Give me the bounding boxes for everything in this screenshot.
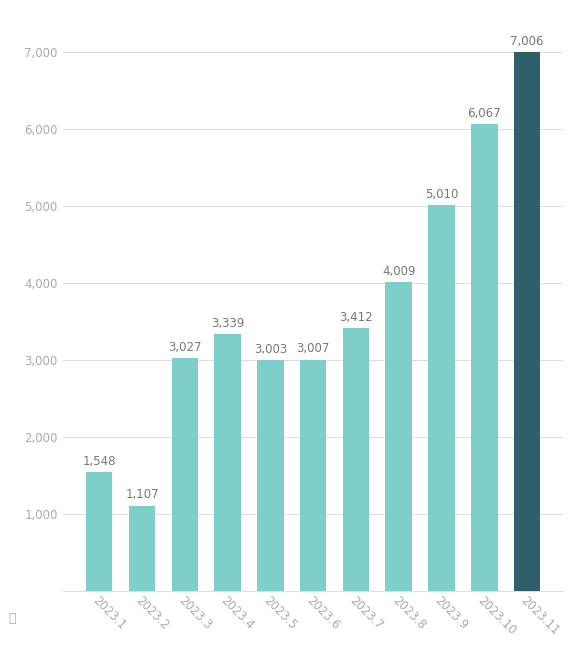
Bar [129, 506, 155, 591]
Text: 3,339: 3,339 [211, 317, 244, 330]
Bar [343, 328, 369, 591]
Text: 1,548: 1,548 [82, 454, 116, 467]
Bar [86, 472, 112, 591]
Text: 3,412: 3,412 [339, 311, 373, 324]
Text: 1,107: 1,107 [125, 488, 159, 501]
Text: 4,009: 4,009 [382, 265, 416, 278]
Text: 3,003: 3,003 [254, 342, 287, 355]
Text: 7,006: 7,006 [510, 35, 544, 48]
Bar [257, 360, 284, 591]
Bar [300, 359, 327, 591]
Bar [471, 124, 497, 591]
Text: 辆: 辆 [8, 613, 16, 626]
Bar [171, 358, 198, 591]
Text: 3,007: 3,007 [296, 342, 330, 355]
Bar [514, 52, 540, 591]
Text: 6,067: 6,067 [467, 107, 501, 120]
Text: 5,010: 5,010 [425, 188, 458, 201]
Bar [428, 206, 455, 591]
Text: 3,027: 3,027 [168, 340, 201, 353]
Bar [386, 283, 412, 591]
Bar [214, 334, 241, 591]
